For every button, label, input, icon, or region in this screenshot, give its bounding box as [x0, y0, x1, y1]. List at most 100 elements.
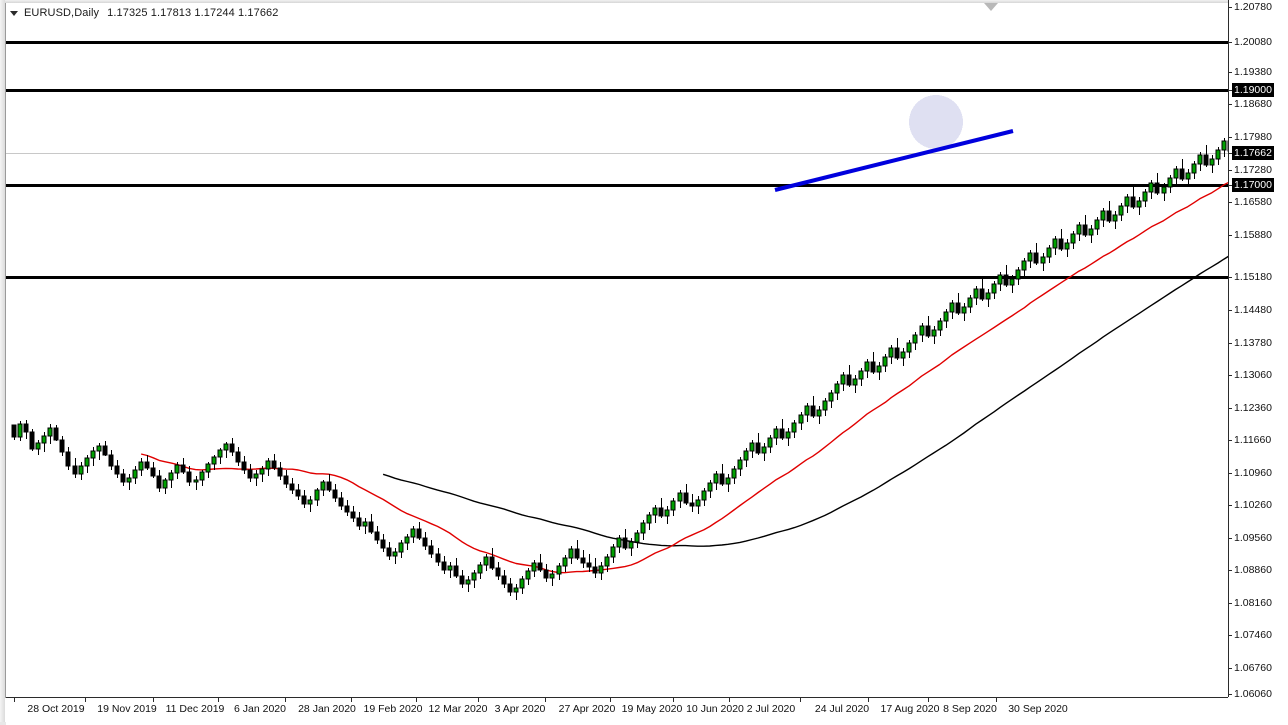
candle-bullish	[1161, 186, 1167, 194]
candle-bullish	[773, 428, 779, 439]
candle-bearish	[186, 471, 192, 483]
candle-bullish	[900, 351, 906, 359]
chart-plot-area[interactable]	[6, 4, 1228, 697]
candle-bearish	[144, 461, 150, 469]
price-label: 1.10260	[1234, 499, 1272, 511]
candle-bearish	[29, 431, 35, 450]
candlestick-series[interactable]	[11, 28, 1228, 600]
candle-bullish	[211, 456, 217, 465]
candle-bullish	[906, 342, 912, 353]
candle-bullish	[1173, 168, 1179, 179]
candle-bullish	[646, 514, 652, 524]
price-label: 1.20080	[1234, 36, 1272, 48]
candle-bullish	[1191, 163, 1197, 174]
candle-bearish	[72, 465, 78, 475]
date-tick	[673, 697, 674, 702]
price-label-highlighted: 1.17000	[1232, 178, 1274, 192]
candle-bullish	[1215, 149, 1221, 160]
support-1.15180	[6, 276, 1228, 279]
candle-bearish	[338, 497, 344, 507]
candle-bearish	[925, 325, 931, 337]
candle-bearish	[350, 511, 356, 519]
candle-bearish	[150, 467, 156, 477]
candle-bullish	[1221, 140, 1227, 151]
candle-bullish	[138, 461, 144, 471]
price-tick	[1228, 7, 1232, 8]
date-label: 27 Apr 2020	[558, 703, 616, 715]
candle-bearish	[501, 575, 507, 585]
candle-bullish	[193, 479, 199, 483]
candle-bullish	[937, 320, 943, 331]
candle-bearish	[870, 361, 876, 373]
candle-bullish	[1070, 233, 1076, 244]
date-label: 19 May 2020	[621, 703, 683, 715]
symbol-header[interactable]: EURUSD,Daily 1.17325 1.17813 1.17244 1.1…	[10, 6, 278, 20]
candle-bullish	[816, 409, 822, 417]
candle-bullish	[465, 579, 471, 585]
highlight-circle	[909, 95, 963, 149]
price-tick	[1228, 505, 1232, 506]
date-label: 10 Jun 2020	[686, 703, 744, 715]
candle-bullish	[912, 334, 918, 344]
date-label: 17 Aug 2020	[880, 703, 940, 715]
candle-bullish	[483, 556, 489, 566]
candle-bullish	[307, 499, 313, 505]
candle-bullish	[931, 329, 937, 337]
resistance-1.20080	[6, 41, 1228, 44]
candle-bullish	[265, 460, 271, 470]
triangle-down-marker[interactable]	[984, 3, 998, 11]
candle-bullish	[162, 479, 168, 489]
price-tick	[1228, 72, 1232, 73]
candle-bullish	[1112, 214, 1118, 222]
candle-bullish	[404, 536, 410, 544]
candle-bullish	[882, 356, 888, 367]
candle-bullish	[1076, 224, 1082, 235]
current-price-line	[6, 153, 1228, 154]
triangle-down-icon[interactable]	[10, 10, 18, 16]
date-tick	[996, 697, 997, 702]
candle-bearish	[59, 439, 65, 453]
date-label: 30 Sep 2020	[1008, 703, 1068, 715]
trendline[interactable]	[774, 129, 1014, 192]
candle-bullish	[967, 297, 973, 308]
support-1.17000	[6, 184, 1228, 187]
candle-bearish	[102, 445, 108, 456]
price-label: 1.17980	[1234, 131, 1272, 143]
candle-bullish	[640, 522, 646, 534]
candle-bullish	[1052, 238, 1058, 249]
candle-bullish	[997, 274, 1003, 285]
window-frame-left[interactable]	[0, 0, 5, 725]
price-label: 1.18680	[1234, 98, 1272, 110]
candle-bearish	[689, 502, 695, 507]
candle-bearish	[23, 423, 29, 433]
price-axis[interactable]: 1.20780 1.20080 1.19380 1.19000 1.18680 1.179…	[1228, 0, 1288, 700]
candle-bullish	[731, 468, 737, 479]
candle-bearish	[459, 575, 465, 585]
date-tick	[416, 697, 417, 702]
candle-bullish	[634, 532, 640, 543]
price-tick	[1228, 570, 1232, 571]
date-axis[interactable]: 28 Oct 2019 19 Nov 2019 11 Dec 2019 6 Jan 2…	[6, 697, 1288, 725]
price-tick	[1228, 343, 1232, 344]
candle-bullish	[1118, 205, 1124, 216]
price-label: 1.12360	[1234, 402, 1272, 414]
price-label: 1.20780	[1234, 1, 1272, 13]
candle-bearish	[283, 475, 289, 485]
trendline-segment	[774, 129, 1014, 192]
price-tick	[1228, 408, 1232, 409]
price-label: 1.15880	[1234, 229, 1272, 241]
price-tick	[1228, 603, 1232, 604]
price-label: 1.07460	[1234, 629, 1272, 641]
candle-bearish	[332, 489, 338, 499]
candle-bullish	[84, 457, 90, 467]
horizontal-level-lines[interactable]	[6, 41, 1228, 279]
candle-bearish	[779, 428, 785, 439]
candle-bullish	[677, 492, 683, 502]
window-frame-top	[0, 0, 1288, 3]
price-label-highlighted: 1.17662	[1232, 146, 1274, 160]
candle-bearish	[1033, 252, 1039, 264]
candle-bullish	[41, 435, 47, 444]
candle-bullish	[749, 442, 755, 452]
candle-bullish	[168, 472, 174, 481]
date-tick	[14, 697, 15, 702]
